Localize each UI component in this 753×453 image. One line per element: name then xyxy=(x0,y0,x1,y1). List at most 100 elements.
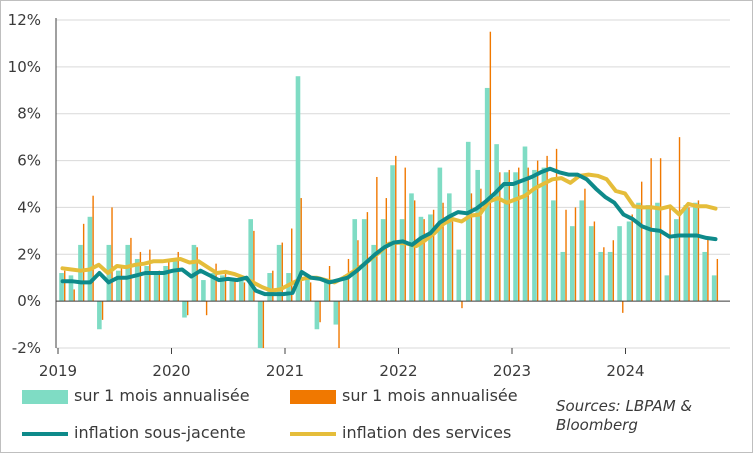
legend-swatch-teal-bars xyxy=(22,389,68,404)
bar-teal xyxy=(267,273,272,302)
bar-teal xyxy=(229,277,235,302)
bar-teal xyxy=(210,273,216,302)
bar-teal xyxy=(626,221,632,302)
bar-teal xyxy=(182,301,187,318)
bar-orange xyxy=(253,230,255,302)
bar-orange xyxy=(111,207,113,302)
x-tick-label: 2020 xyxy=(152,362,190,380)
sources-line-1: Sources: LBPAM & xyxy=(556,397,693,415)
bar-teal xyxy=(541,167,547,302)
bar-orange xyxy=(130,237,132,302)
sources-line-2: Bloomberg xyxy=(556,416,638,434)
bar-orange xyxy=(395,155,397,302)
bar-teal xyxy=(636,202,641,302)
legend-swatch-orange-bars xyxy=(290,389,336,404)
bar-teal xyxy=(125,244,131,302)
bar-orange xyxy=(470,193,473,302)
bar-orange xyxy=(168,261,170,302)
bar-teal xyxy=(78,244,83,302)
y-tick-label: 12% xyxy=(8,11,41,29)
bar-teal xyxy=(333,301,339,325)
bar-orange xyxy=(527,167,529,302)
bar-orange xyxy=(640,181,643,302)
bar-orange xyxy=(669,207,671,302)
bar-orange xyxy=(149,249,151,302)
bar-teal xyxy=(361,219,367,302)
bar-orange xyxy=(177,251,179,302)
bar-orange xyxy=(432,209,435,302)
bar-teal xyxy=(134,258,140,302)
bar-teal xyxy=(683,205,689,302)
bar-orange xyxy=(546,155,548,302)
bar-teal xyxy=(399,219,405,302)
bar-orange xyxy=(262,301,265,348)
bar-orange xyxy=(64,270,66,302)
bar-orange xyxy=(243,282,246,302)
bar-orange xyxy=(499,172,501,302)
bar-orange xyxy=(678,137,681,302)
bar-teal xyxy=(560,251,566,302)
bar-teal xyxy=(163,266,168,302)
bar-teal xyxy=(456,249,462,302)
bar-teal xyxy=(201,280,206,302)
bar-orange xyxy=(574,207,577,302)
bar-teal xyxy=(702,251,707,302)
bar-teal xyxy=(655,202,660,302)
bar-orange xyxy=(518,167,520,302)
x-tick-label: 2024 xyxy=(606,362,644,380)
bar-teal xyxy=(484,87,490,302)
bar-teal xyxy=(551,200,556,302)
bar-orange xyxy=(565,209,567,302)
y-tick-label: 2% xyxy=(17,245,41,263)
bar-orange xyxy=(688,207,690,302)
legend-label-services-inflation: inflation des services xyxy=(342,423,512,442)
legend-item-orange-bars: sur 1 mois annualisée xyxy=(290,386,518,405)
bar-teal xyxy=(532,169,537,302)
bar-teal xyxy=(390,165,395,302)
bar-teal xyxy=(238,277,244,302)
bar-teal xyxy=(418,216,424,302)
bar-orange xyxy=(555,148,558,302)
bar-orange xyxy=(101,301,104,320)
bar-orange xyxy=(442,202,444,302)
bar-teal xyxy=(522,146,528,302)
y-tick-label: 0% xyxy=(17,292,41,310)
bar-teal xyxy=(607,251,613,302)
y-tick-label: 4% xyxy=(17,198,41,216)
bar-orange xyxy=(309,282,312,302)
bar-teal xyxy=(352,219,358,302)
bar-teal xyxy=(87,216,93,302)
bar-teal xyxy=(276,244,282,302)
bar-orange xyxy=(376,176,378,302)
bar-orange xyxy=(272,270,274,302)
bar-teal xyxy=(97,301,102,330)
bar-orange xyxy=(423,219,425,302)
bar-teal xyxy=(503,172,509,302)
bar-orange xyxy=(404,167,406,302)
y-tick-label: 6% xyxy=(17,152,41,170)
bar-orange xyxy=(281,242,283,302)
bar-orange xyxy=(186,301,189,316)
bar-teal xyxy=(172,258,178,302)
legend-item-teal-bars: sur 1 mois annualisée xyxy=(22,386,250,405)
bar-orange xyxy=(158,270,161,302)
bar-teal xyxy=(428,214,433,302)
bar-teal xyxy=(494,144,499,302)
bar-teal xyxy=(598,251,603,302)
bar-teal xyxy=(692,202,698,302)
bar-teal xyxy=(295,76,301,302)
bar-orange xyxy=(480,188,482,302)
bar-orange xyxy=(319,301,321,323)
bar-teal xyxy=(324,282,329,302)
chart-plot: -2% 0% 2% 4% 6% 8% 10% 12% 2019 2020 2021 2022 2023 2… xyxy=(8,11,730,380)
bar-teal xyxy=(645,205,651,302)
bar-teal xyxy=(513,172,518,302)
bar-teal xyxy=(674,219,679,302)
bar-orange xyxy=(603,247,605,302)
bar-orange xyxy=(120,266,123,302)
bar-teal xyxy=(617,226,622,302)
bar-teal xyxy=(475,169,480,302)
bar-teal xyxy=(342,275,348,302)
x-tick-label: 2023 xyxy=(493,362,531,380)
bar-orange xyxy=(697,200,700,302)
